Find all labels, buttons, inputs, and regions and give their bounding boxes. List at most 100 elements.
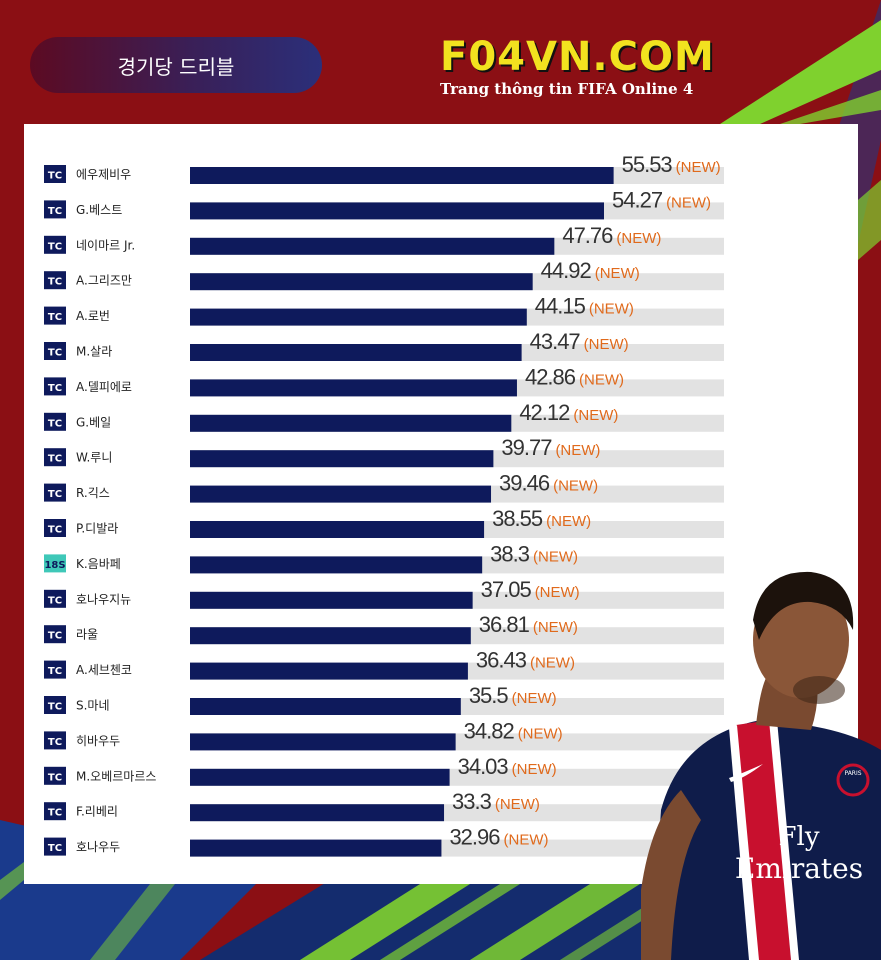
badge-tc xyxy=(44,271,66,290)
player-name: 호나우두 xyxy=(76,840,120,854)
badge-label: TC xyxy=(48,206,62,217)
player-name: A.세브첸코 xyxy=(76,663,132,677)
bar xyxy=(190,167,614,184)
value-label: 39.77 xyxy=(501,435,552,460)
new-tag: (NEW) xyxy=(533,619,578,636)
bar xyxy=(190,308,527,326)
bar xyxy=(190,521,485,538)
value-label: 47.76 xyxy=(562,223,613,248)
player-name: K.음바페 xyxy=(76,557,121,571)
chart-row: TC M.오베르마르스 34.03 (NEW) xyxy=(44,754,724,786)
new-tag: (NEW) xyxy=(666,194,711,211)
bar xyxy=(190,414,512,432)
new-tag: (NEW) xyxy=(533,548,578,565)
player-photo: PARIS Fly Emirates xyxy=(641,571,881,960)
chart-title-pill: 경기당 드리블 xyxy=(30,37,322,93)
badge-tc xyxy=(44,235,66,254)
value-label: 36.43 xyxy=(476,648,527,673)
new-tag: (NEW) xyxy=(573,407,618,424)
sponsor-line-2: Emirates xyxy=(735,852,863,885)
sponsor-line-1: Fly xyxy=(778,822,819,852)
player-name: 라울 xyxy=(76,628,98,642)
badge-tc xyxy=(44,589,66,608)
badge-tc xyxy=(44,731,66,750)
badge-label: TC xyxy=(48,312,62,323)
new-tag: (NEW) xyxy=(495,796,540,813)
bar xyxy=(190,698,461,715)
bar xyxy=(190,344,522,361)
value-label: 42.12 xyxy=(519,400,570,425)
bar xyxy=(190,202,605,220)
chart-row: TC 에우제비우 55.53 (NEW) xyxy=(44,152,724,184)
player-name: M.살라 xyxy=(76,345,112,359)
bar xyxy=(190,485,492,503)
badge-label: TC xyxy=(48,418,62,429)
jersey-stripe-white xyxy=(769,720,799,960)
badge-label: TC xyxy=(48,772,62,783)
crest-text: PARIS xyxy=(844,770,861,777)
badge-label: TC xyxy=(48,277,62,288)
value-label: 55.53 xyxy=(622,152,673,177)
player-name: G.베스트 xyxy=(76,203,122,217)
badge-label: TC xyxy=(48,489,62,500)
chart-row: TC A.그리즈만 44.92 (NEW) xyxy=(44,258,724,291)
player-name: A.그리즈만 xyxy=(76,274,132,288)
value-label: 39.46 xyxy=(499,471,550,496)
bar xyxy=(190,450,494,468)
player-name: 에우제비우 xyxy=(76,168,131,182)
player-name: P.디발라 xyxy=(76,522,118,536)
new-tag: (NEW) xyxy=(584,336,629,353)
player-name: W.루니 xyxy=(76,451,112,465)
badge-label: TC xyxy=(48,702,62,713)
new-tag: (NEW) xyxy=(676,159,721,176)
value-label: 33.3 xyxy=(452,789,492,814)
brand-block: F04VN.COM Trang thông tin FIFA Online 4 xyxy=(440,36,720,98)
player-name: A.로번 xyxy=(76,309,110,323)
badge-tc xyxy=(44,696,66,714)
chart-panel: TC 에우제비우 55.53 (NEW) TC G.베스트 54.27 (NEW) TC 네이마르… xyxy=(24,124,858,884)
new-tag: (NEW) xyxy=(512,761,557,778)
badge-label: TC xyxy=(48,808,62,819)
chart-row: TC G.베일 42.12 (NEW) xyxy=(44,400,724,432)
value-label: 38.55 xyxy=(492,506,543,531)
player-name: 히바우두 xyxy=(76,734,120,748)
chart-row: TC A.세브첸코 36.43 (NEW) xyxy=(44,648,724,680)
chart-row: TC 호나우두 32.96 (NEW) xyxy=(44,825,724,857)
chart-row: TC F.리베리 33.3 (NEW) xyxy=(44,789,724,822)
player-name: F.리베리 xyxy=(76,805,118,819)
badge-tc xyxy=(44,660,66,679)
badge-18s xyxy=(44,554,66,573)
chart-row: TC 라울 36.81 (NEW) xyxy=(44,612,724,645)
value-label: 36.81 xyxy=(479,612,530,637)
new-tag: (NEW) xyxy=(512,690,557,707)
new-tag: (NEW) xyxy=(530,655,575,672)
bar xyxy=(190,627,471,645)
badge-tc xyxy=(44,625,66,644)
chart-row: TC A.델피에로 42.86 (NEW) xyxy=(44,364,724,397)
bar xyxy=(190,237,555,255)
bar xyxy=(190,804,445,822)
value-label: 37.05 xyxy=(481,577,532,602)
value-label: 32.96 xyxy=(449,825,500,850)
player-beard xyxy=(793,676,845,704)
badge-label: TC xyxy=(48,383,62,394)
brand-tagline: Trang thông tin FIFA Online 4 xyxy=(440,80,694,98)
new-tag: (NEW) xyxy=(616,230,661,247)
brand-logo: F04VN.COM xyxy=(440,34,715,80)
player-name: G.베일 xyxy=(76,415,111,429)
new-tag: (NEW) xyxy=(589,301,634,318)
player-name: R.긱스 xyxy=(76,486,110,500)
badge-tc xyxy=(44,802,66,821)
chart-row: TC A.로번 44.15 (NEW) xyxy=(44,294,724,326)
chart-row: TC 네이마르 Jr. 47.76 (NEW) xyxy=(44,223,724,255)
value-label: 44.92 xyxy=(541,258,592,283)
badge-tc xyxy=(44,837,66,856)
bar xyxy=(190,273,533,291)
badge-tc xyxy=(44,483,66,502)
new-tag: (NEW) xyxy=(504,832,549,849)
value-label: 43.47 xyxy=(530,329,581,354)
value-label: 44.15 xyxy=(535,294,586,319)
bar xyxy=(190,839,442,857)
jersey-stripe-white xyxy=(729,725,759,960)
chart-row: TC R.긱스 39.46 (NEW) xyxy=(44,471,724,503)
